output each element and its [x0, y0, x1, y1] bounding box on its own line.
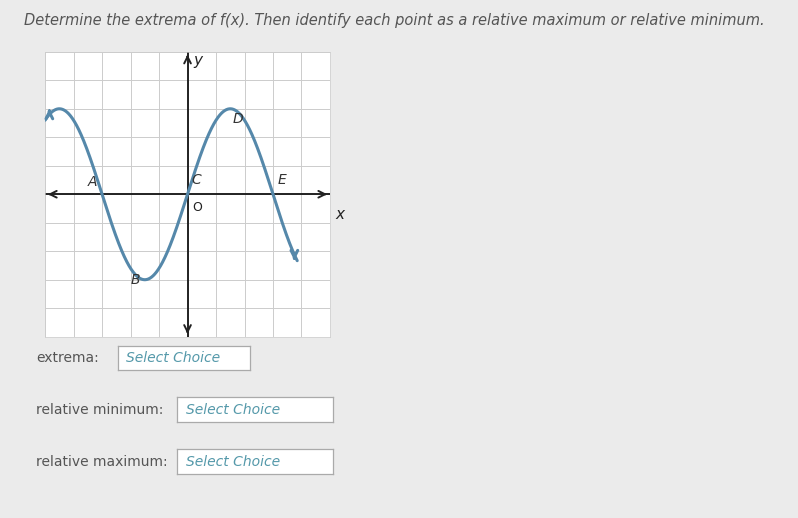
- Text: B: B: [131, 273, 140, 287]
- Text: O: O: [192, 202, 202, 214]
- Text: y: y: [193, 53, 202, 68]
- Text: C: C: [192, 174, 202, 188]
- Text: relative maximum:: relative maximum:: [36, 454, 168, 469]
- Text: relative minimum:: relative minimum:: [36, 402, 164, 417]
- Text: D: D: [233, 112, 243, 126]
- Text: extrema:: extrema:: [36, 351, 99, 365]
- Text: x: x: [336, 207, 345, 222]
- Text: E: E: [277, 174, 286, 188]
- Text: Determine the extrema of f(x). Then identify each point as a relative maximum or: Determine the extrema of f(x). Then iden…: [24, 13, 764, 28]
- Text: Select Choice: Select Choice: [126, 351, 220, 365]
- Text: A: A: [88, 175, 97, 189]
- Text: Select Choice: Select Choice: [187, 454, 281, 469]
- Text: Select Choice: Select Choice: [187, 402, 281, 417]
